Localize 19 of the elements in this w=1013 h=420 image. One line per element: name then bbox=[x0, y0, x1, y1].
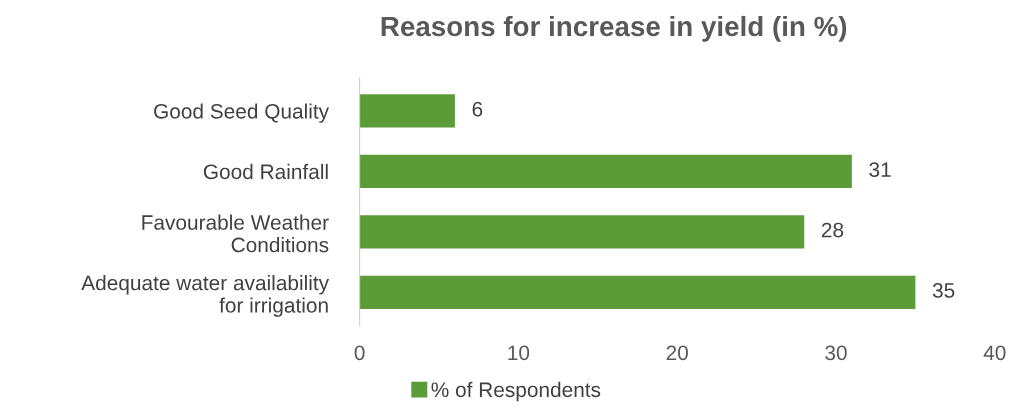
bar bbox=[359, 275, 916, 309]
y-tick-label: Good Rainfall bbox=[203, 163, 328, 180]
data-label: 28 bbox=[821, 222, 844, 238]
legend-label: % of Respondents bbox=[431, 381, 601, 402]
bar bbox=[359, 94, 455, 128]
x-tick-label: 40 bbox=[983, 345, 1006, 361]
x-tick-label: 20 bbox=[666, 345, 688, 361]
data-label: 6 bbox=[472, 101, 483, 117]
x-tick-label: 10 bbox=[508, 345, 530, 361]
bar bbox=[359, 215, 805, 249]
x-tick-label: 30 bbox=[825, 345, 847, 361]
chart-title: Reasons for increase in yield (in %) bbox=[381, 15, 847, 42]
data-label: 31 bbox=[869, 162, 891, 177]
x-tick-label: 0 bbox=[354, 345, 365, 361]
data-label: 35 bbox=[932, 283, 955, 298]
y-tick-label: Good Seed Quality bbox=[154, 103, 330, 123]
y-tick-label: Favourable Weather Conditions bbox=[142, 214, 329, 253]
y-tick-label: Adequate water availability for irrigation bbox=[81, 275, 330, 317]
bar bbox=[359, 154, 852, 188]
